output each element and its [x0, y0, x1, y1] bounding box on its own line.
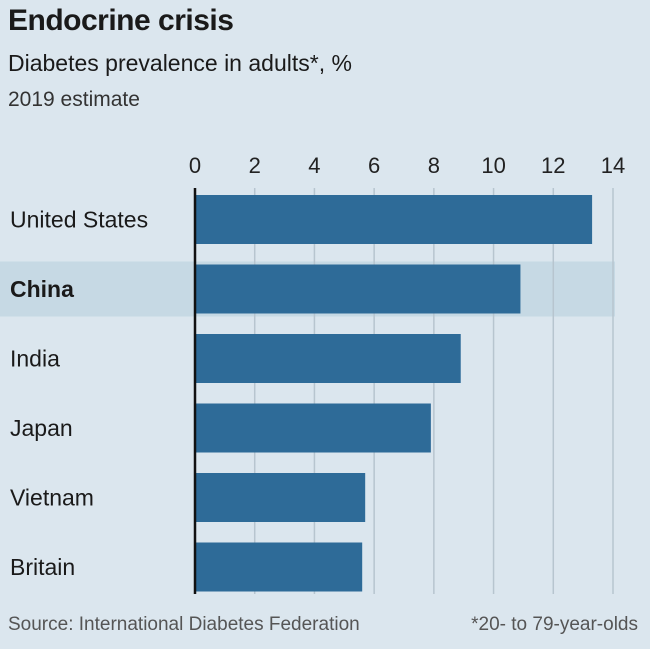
- x-tick-label: 4: [308, 153, 320, 178]
- chart-title: Endocrine crisis: [8, 4, 234, 37]
- bar: [195, 334, 461, 383]
- bar: [195, 403, 431, 453]
- chart-subsubtitle: 2019 estimate: [8, 88, 140, 111]
- category-label: Britain: [10, 554, 75, 580]
- x-tick-label: 0: [189, 153, 201, 178]
- x-tick-label: 8: [428, 153, 440, 178]
- bar: [195, 195, 593, 244]
- bar: [195, 542, 363, 592]
- x-tick-label: 6: [368, 153, 380, 178]
- footnote: *20- to 79-year-olds: [471, 614, 638, 635]
- category-label: India: [10, 346, 60, 372]
- category-label: Japan: [10, 415, 73, 441]
- category-label: China: [10, 276, 74, 302]
- x-tick-label: 12: [541, 153, 565, 178]
- category-label: Vietnam: [10, 485, 94, 511]
- chart-subtitle: Diabetes prevalence in adults*, %: [8, 50, 352, 76]
- bar: [195, 264, 521, 314]
- source-note: Source: International Diabetes Federatio…: [8, 614, 360, 635]
- category-label: United States: [10, 207, 148, 233]
- x-tick-label: 2: [249, 153, 261, 178]
- x-tick-label: 14: [601, 153, 625, 178]
- x-tick-label: 10: [481, 153, 505, 178]
- bar: [195, 473, 366, 522]
